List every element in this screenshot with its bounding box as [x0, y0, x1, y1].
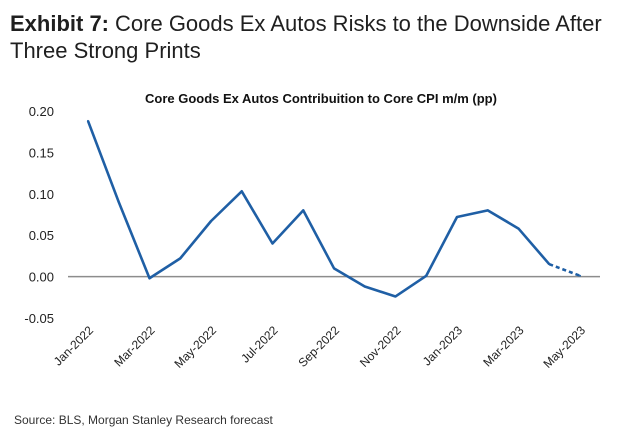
y-tick-label: 0.05 — [29, 228, 54, 243]
x-tick-label: Jan-2022 — [51, 323, 97, 369]
series-group — [68, 119, 600, 298]
x-tick-label: Mar-2022 — [111, 323, 157, 369]
y-tick-label: 0.10 — [29, 187, 54, 202]
chart-title: Core Goods Ex Autos Contribuition to Cor… — [145, 91, 497, 106]
y-tick-label: 0.20 — [29, 104, 54, 119]
actual-series-line — [86, 120, 551, 298]
exhibit-title: Exhibit 7: Core Goods Ex Autos Risks to t… — [10, 10, 620, 64]
x-tick-label: May-2023 — [540, 323, 588, 371]
data-point — [486, 209, 489, 212]
exhibit-heading: Core Goods Ex Autos Risks to the Downsid… — [10, 11, 602, 63]
data-point — [363, 285, 366, 288]
x-tick-label: Jan-2023 — [420, 323, 466, 369]
data-point — [302, 209, 305, 212]
data-point — [425, 274, 428, 277]
data-point — [117, 201, 120, 204]
data-point — [517, 227, 520, 230]
data-point — [456, 215, 458, 218]
x-axis: Jan-2022 Mar-2022 May-2022 Jul-2022 Sep-2022… — [51, 323, 589, 371]
y-tick-label: 0.00 — [29, 270, 54, 285]
y-axis: 0.20 0.15 0.10 0.05 0.00 -0.05 — [24, 104, 54, 326]
source-note: Source: BLS, Morgan Stanley Research for… — [14, 413, 273, 427]
data-point — [333, 267, 335, 270]
forecast-series-line — [548, 262, 581, 277]
y-tick-label: 0.15 — [29, 145, 54, 160]
x-tick-label: Mar-2023 — [480, 323, 526, 369]
x-tick-label: Jul-2022 — [238, 323, 281, 366]
x-tick-label: Nov-2022 — [357, 323, 404, 370]
data-point — [240, 190, 243, 193]
data-point — [148, 277, 151, 280]
x-tick-label: May-2022 — [171, 323, 219, 371]
data-point — [179, 257, 182, 260]
data-point — [271, 242, 274, 245]
exhibit-label: Exhibit 7: — [10, 11, 110, 36]
data-point — [579, 274, 581, 277]
line-chart: 0.20 0.15 0.10 0.05 0.00 -0.05 Jan-2022 Mar-20… — [24, 104, 600, 371]
data-point — [548, 263, 551, 266]
data-point — [394, 295, 397, 298]
x-tick-label: Sep-2022 — [295, 323, 342, 370]
y-tick-label: -0.05 — [24, 311, 54, 326]
data-point — [210, 220, 212, 223]
data-point — [87, 119, 89, 122]
